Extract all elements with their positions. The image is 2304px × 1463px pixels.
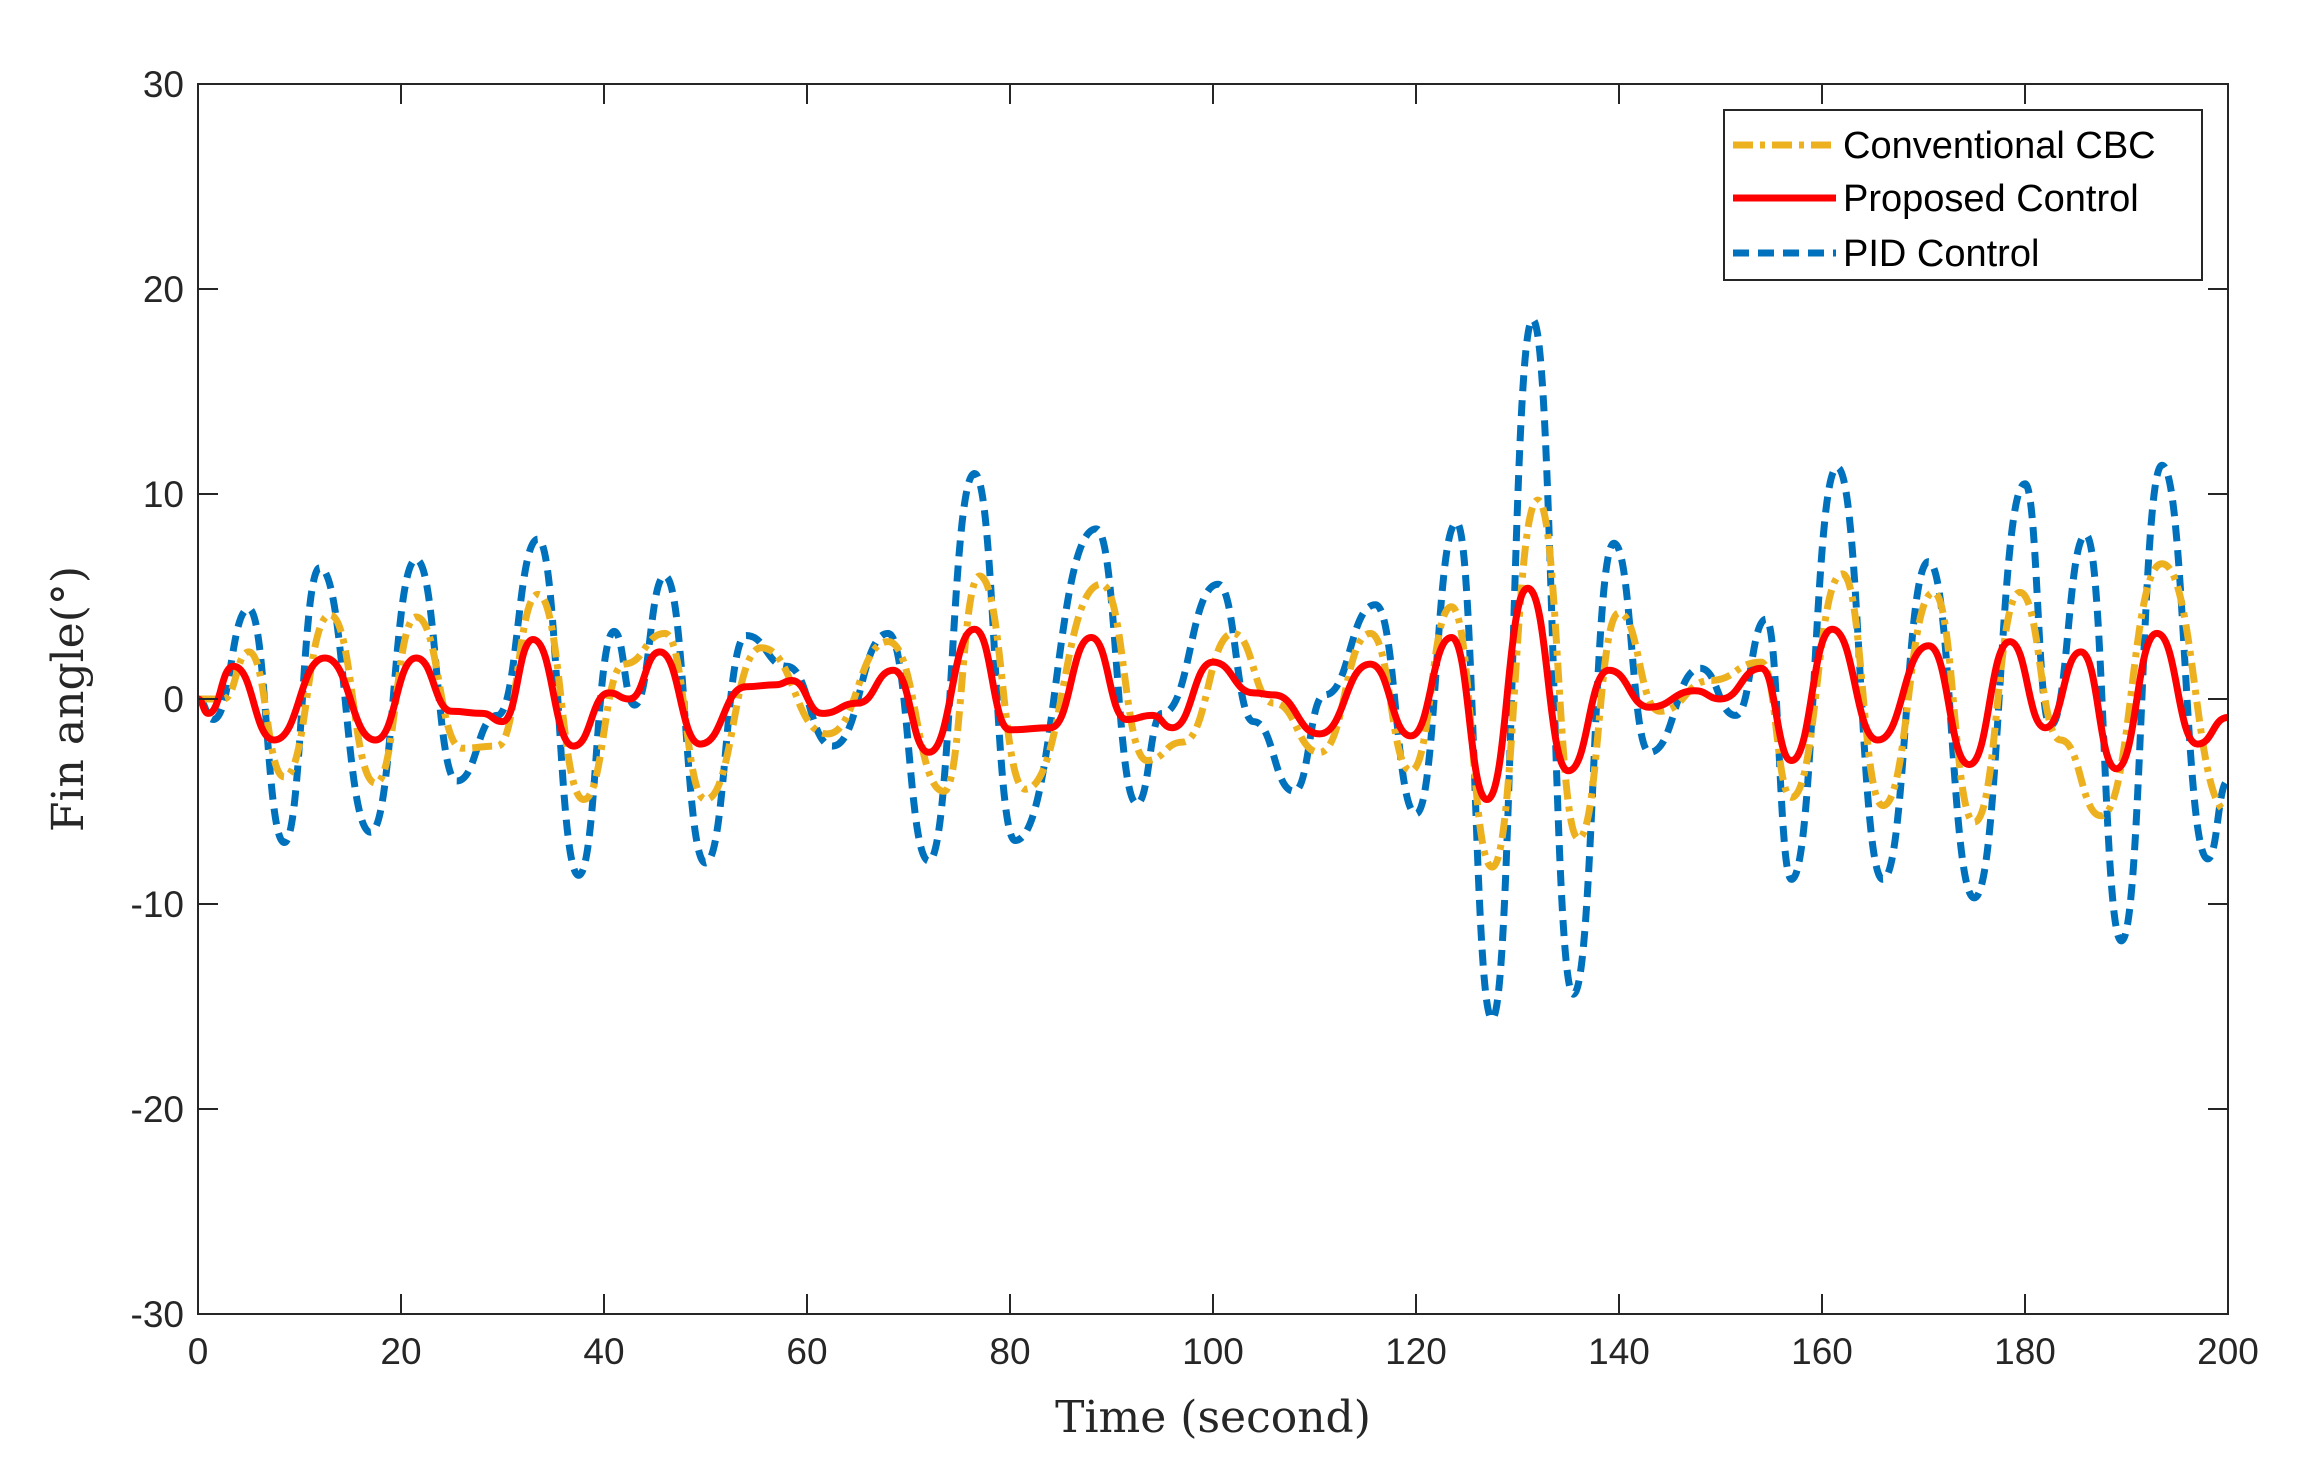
y-tick-label: -20 bbox=[131, 1089, 184, 1130]
legend-label-pid: PID Control bbox=[1843, 233, 2039, 275]
x-tick-label: 120 bbox=[1385, 1331, 1447, 1372]
x-tick-label: 160 bbox=[1791, 1331, 1853, 1372]
x-tick-label: 200 bbox=[2197, 1331, 2259, 1372]
series-layer bbox=[196, 316, 2232, 1023]
x-axis-label: Time (second) bbox=[1055, 1392, 1371, 1443]
legend-label-proposed: Proposed Control bbox=[1843, 178, 2139, 220]
legend: Conventional CBC Proposed Control PID Co… bbox=[1723, 109, 2203, 281]
y-tick-label: -30 bbox=[131, 1294, 184, 1335]
y-tick-label: 30 bbox=[143, 64, 184, 105]
series-line-proposed bbox=[196, 584, 2229, 803]
y-tick-label: -10 bbox=[131, 884, 184, 925]
x-tick-label: 0 bbox=[188, 1331, 209, 1372]
x-tick-label: 180 bbox=[1994, 1331, 2056, 1372]
series-line-pid bbox=[196, 316, 2232, 1023]
x-tick-label: 40 bbox=[583, 1331, 624, 1372]
y-tick-label: 0 bbox=[163, 679, 184, 720]
x-tick-label: 140 bbox=[1588, 1331, 1650, 1372]
y-tick-label: 20 bbox=[143, 269, 184, 310]
y-axis-label: Fin angle(°) bbox=[43, 566, 94, 832]
x-tick-label: 100 bbox=[1182, 1331, 1244, 1372]
x-tick-label: 60 bbox=[786, 1331, 827, 1372]
x-tick-label: 20 bbox=[380, 1331, 421, 1372]
y-tick-label: 10 bbox=[143, 474, 184, 515]
legend-label-cbc: Conventional CBC bbox=[1843, 125, 2156, 167]
x-tick-label: 80 bbox=[989, 1331, 1030, 1372]
plot-area bbox=[198, 84, 2228, 1314]
ticks-layer: 0 20 40 60 80 100 120 140 160 180 200 -30 -20 -10 0 10 2… bbox=[131, 64, 2259, 1372]
